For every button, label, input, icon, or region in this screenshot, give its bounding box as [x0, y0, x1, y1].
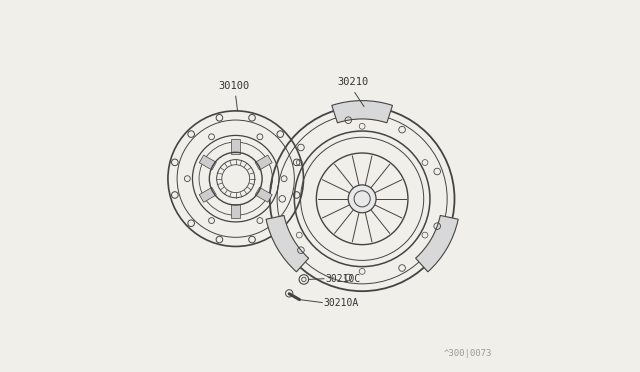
FancyBboxPatch shape [255, 155, 272, 170]
FancyBboxPatch shape [231, 203, 240, 218]
Text: 30210: 30210 [337, 77, 369, 87]
Wedge shape [415, 215, 458, 272]
Text: 30210A: 30210A [324, 298, 359, 308]
Wedge shape [332, 100, 392, 123]
FancyBboxPatch shape [199, 187, 216, 202]
Wedge shape [266, 215, 308, 272]
FancyBboxPatch shape [255, 187, 272, 202]
FancyBboxPatch shape [199, 155, 216, 170]
Circle shape [168, 111, 303, 247]
Text: 30210C: 30210C [325, 274, 360, 284]
Text: ^300|0073: ^300|0073 [444, 349, 492, 358]
FancyBboxPatch shape [231, 139, 240, 154]
Circle shape [269, 105, 456, 292]
Circle shape [348, 185, 376, 213]
Text: 30100: 30100 [218, 81, 250, 91]
